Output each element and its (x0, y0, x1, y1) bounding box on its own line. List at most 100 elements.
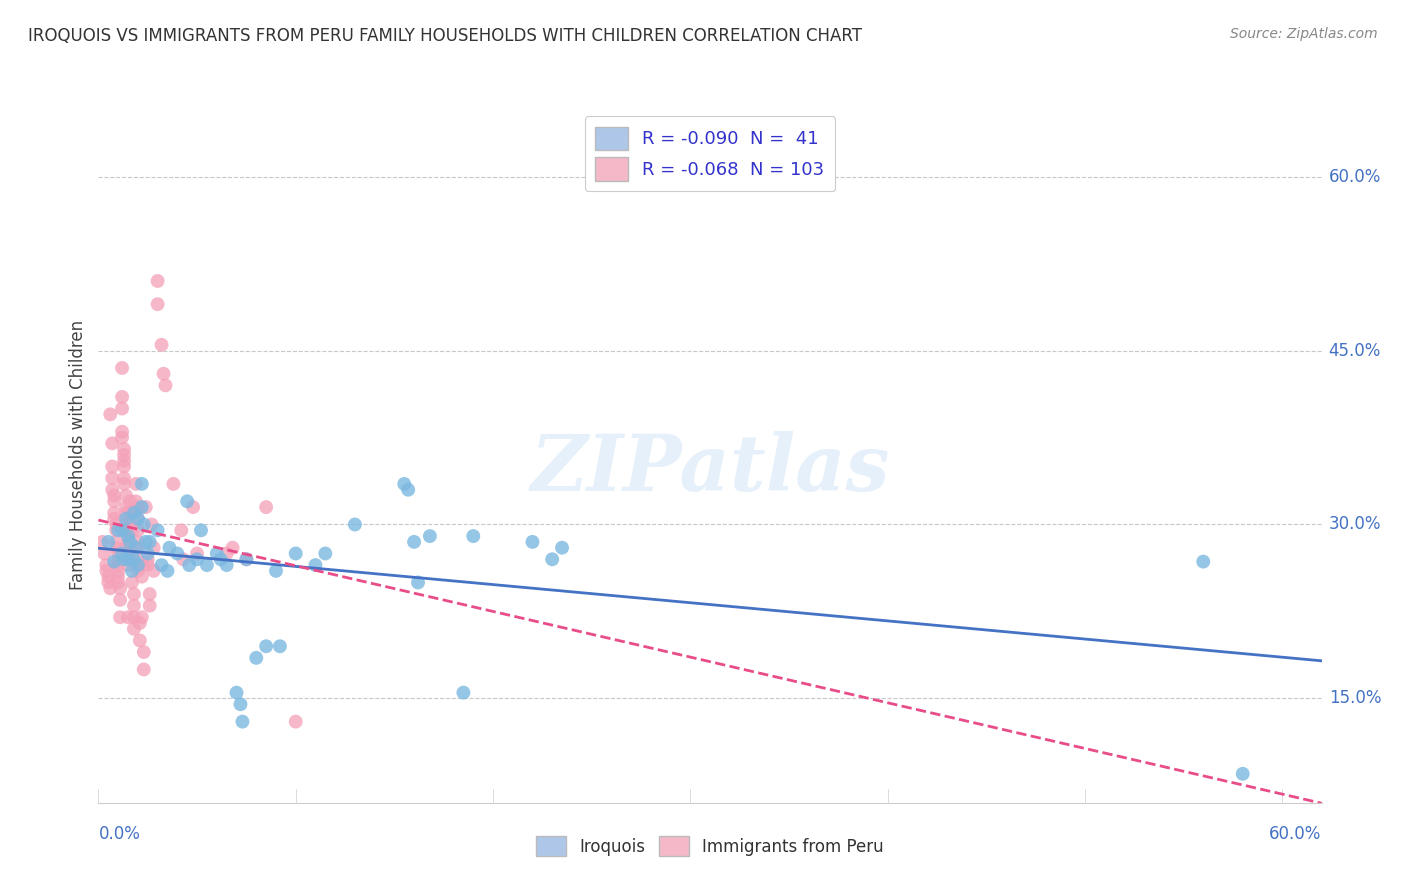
Text: IROQUOIS VS IMMIGRANTS FROM PERU FAMILY HOUSEHOLDS WITH CHILDREN CORRELATION CHA: IROQUOIS VS IMMIGRANTS FROM PERU FAMILY … (28, 27, 862, 45)
Point (107, 564, 129, 578)
Point (127, 558, 149, 573)
Point (522, 535, 544, 549)
Point (115, 489, 138, 503)
Point (128, 615, 150, 630)
Point (117, 529, 139, 543)
Point (107, 546, 129, 561)
Point (115, 512, 138, 526)
Point (304, 558, 326, 573)
Point (112, 471, 135, 485)
Point (117, 558, 139, 573)
Point (105, 517, 128, 532)
Point (125, 494, 148, 508)
Point (392, 476, 416, 491)
Point (97, 575, 120, 590)
Point (108, 582, 131, 596)
Point (284, 714, 307, 729)
Point (170, 523, 193, 537)
Point (112, 459, 135, 474)
Point (117, 541, 139, 555)
Point (215, 546, 238, 561)
Point (107, 523, 129, 537)
Point (127, 512, 149, 526)
Point (254, 500, 277, 514)
Point (132, 662, 155, 677)
Point (121, 575, 143, 590)
Point (166, 546, 188, 561)
Point (115, 517, 138, 532)
Point (122, 599, 145, 613)
Point (225, 686, 247, 700)
Point (101, 471, 124, 485)
Point (190, 523, 212, 537)
Point (112, 442, 135, 457)
Text: Source: ZipAtlas.com: Source: ZipAtlas.com (1230, 27, 1378, 41)
Point (118, 535, 141, 549)
Point (111, 523, 134, 537)
Point (111, 390, 134, 404)
Point (179, 558, 201, 573)
Point (231, 714, 253, 729)
Text: 60.0%: 60.0% (1329, 168, 1381, 186)
Point (135, 500, 157, 514)
Point (551, 541, 574, 555)
Point (112, 552, 135, 566)
Point (111, 546, 134, 561)
Point (269, 639, 291, 653)
Point (127, 523, 149, 537)
Point (118, 506, 141, 520)
Point (101, 483, 124, 497)
Point (103, 506, 125, 520)
Point (97, 535, 120, 549)
Point (117, 546, 139, 561)
Point (112, 453, 135, 467)
Point (125, 541, 148, 555)
Point (117, 610, 139, 624)
Point (122, 587, 145, 601)
Point (127, 512, 149, 526)
Point (453, 686, 475, 700)
Point (131, 610, 153, 624)
Point (91, 535, 114, 549)
Point (101, 459, 124, 474)
Point (463, 529, 485, 543)
Point (235, 552, 257, 566)
Point (97, 570, 120, 584)
Point (138, 599, 160, 613)
Point (121, 564, 143, 578)
Point (155, 378, 177, 392)
Point (131, 500, 153, 514)
Point (132, 517, 155, 532)
Point (121, 541, 143, 555)
Point (105, 523, 128, 537)
Point (404, 535, 426, 549)
Point (107, 552, 129, 566)
Point (111, 361, 134, 376)
Point (152, 367, 174, 381)
Point (162, 476, 184, 491)
Point (176, 494, 198, 508)
Point (115, 506, 138, 520)
Point (135, 535, 157, 549)
Point (117, 535, 139, 549)
Point (541, 552, 564, 566)
Point (136, 558, 159, 573)
Point (314, 546, 336, 561)
Point (127, 564, 149, 578)
Point (136, 546, 159, 561)
Point (108, 610, 131, 624)
Point (115, 523, 138, 537)
Point (221, 541, 243, 555)
Point (195, 558, 218, 573)
Point (111, 425, 134, 439)
Point (406, 575, 429, 590)
Point (138, 587, 160, 601)
Point (117, 529, 139, 543)
Point (105, 535, 128, 549)
Point (93, 546, 115, 561)
Point (96, 558, 118, 573)
Point (1232, 766, 1254, 781)
Point (186, 552, 208, 566)
Point (141, 517, 163, 532)
Point (121, 523, 143, 537)
